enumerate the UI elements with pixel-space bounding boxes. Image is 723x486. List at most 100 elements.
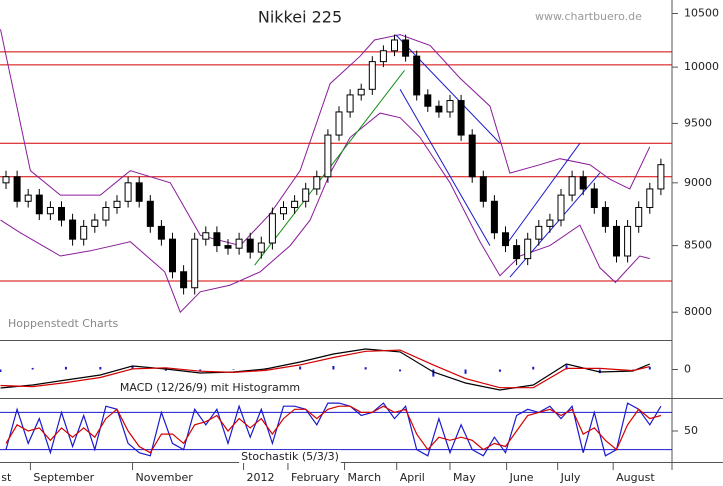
panel-title: Stochastik (5/3/3) xyxy=(241,450,339,463)
candle-body xyxy=(302,188,310,202)
trend-line xyxy=(505,142,581,246)
y-tick-label: 8500 xyxy=(684,239,712,252)
bollinger-band xyxy=(0,29,651,247)
trend-line xyxy=(399,89,491,246)
candle-body xyxy=(135,182,143,202)
candle-body xyxy=(46,207,54,215)
histogram-bar xyxy=(131,366,134,370)
histogram-bar xyxy=(232,369,235,370)
candle-body xyxy=(180,271,188,289)
candle-body xyxy=(257,242,265,253)
histogram-bar xyxy=(598,369,601,374)
histogram-bar xyxy=(648,366,651,370)
x-tick-label: st xyxy=(1,471,12,484)
candle-body xyxy=(557,194,565,221)
candle-body xyxy=(535,225,543,240)
candle-body xyxy=(224,245,232,249)
candle-body xyxy=(513,245,521,260)
histogram-bar xyxy=(399,369,402,372)
trend-line xyxy=(395,34,501,144)
y-tick-label: 10500 xyxy=(684,7,719,20)
histogram-bar xyxy=(299,366,302,370)
candle-body xyxy=(590,188,598,209)
candle-body xyxy=(191,238,199,289)
candle-body xyxy=(546,219,554,227)
x-tick-label: March xyxy=(348,471,382,484)
plot: 8000 8500 9000 9500 10000 10500 0 50 xyxy=(0,7,719,457)
candle-body xyxy=(324,134,332,178)
macd-line xyxy=(0,349,650,389)
histogram-bar xyxy=(432,369,435,377)
candle-body xyxy=(568,176,576,196)
histogram-bar xyxy=(99,366,102,370)
histogram-bar xyxy=(532,366,535,370)
candle-body xyxy=(80,225,88,240)
candle-body xyxy=(313,176,321,190)
bollinger-band xyxy=(0,112,650,314)
candle-body xyxy=(479,176,487,202)
candle-body xyxy=(146,200,154,227)
y-tick-label: 9500 xyxy=(684,116,712,129)
candle-body xyxy=(402,39,410,57)
candle-body xyxy=(346,94,354,113)
candle-body xyxy=(457,100,465,136)
candle-body xyxy=(357,88,365,96)
candle-body xyxy=(446,100,454,113)
candle-body xyxy=(391,39,398,52)
candle-body xyxy=(291,200,299,209)
x-tick-label: July xyxy=(560,471,581,484)
histogram-bar xyxy=(0,369,2,373)
y-tick-label: 10000 xyxy=(684,60,719,73)
candle-body xyxy=(280,207,287,215)
candle-body xyxy=(13,176,21,202)
candle-body xyxy=(579,176,587,190)
stochastic-line xyxy=(5,402,662,457)
candle-body xyxy=(624,225,632,257)
x-tick-label: February xyxy=(291,471,340,484)
y-tick-label: 0 xyxy=(684,363,691,376)
x-tick-label: April xyxy=(400,471,425,484)
histogram-bar xyxy=(31,367,34,370)
candle-body xyxy=(368,61,376,90)
y-tick-label: 8000 xyxy=(684,305,712,318)
histogram-bar xyxy=(64,366,67,370)
y-tick-label: 9000 xyxy=(684,176,712,189)
panel-title: MACD (12/26/9) mit Histogramm xyxy=(120,381,300,394)
candle-body xyxy=(435,105,443,113)
candle-body xyxy=(58,207,65,221)
candle-body xyxy=(24,194,32,202)
macd-line xyxy=(0,348,651,391)
x-tick-label: 2012 xyxy=(247,471,275,484)
stochastic-line xyxy=(5,405,662,454)
credit-note: Hoppenstedt Charts xyxy=(8,317,119,330)
chart-title: Nikkei 225 xyxy=(258,8,342,27)
panel-title-background xyxy=(239,450,341,463)
candle-body xyxy=(635,207,643,227)
histogram-bar xyxy=(632,369,635,370)
candle-body xyxy=(246,238,254,253)
histogram-bar xyxy=(332,365,335,370)
x-tick-label: August xyxy=(616,471,655,484)
trend-line xyxy=(509,172,601,278)
histogram-bar xyxy=(164,369,167,371)
candle-body xyxy=(169,238,176,273)
candle-body xyxy=(102,207,110,221)
candle-body xyxy=(213,232,221,247)
histogram-bar xyxy=(464,369,467,374)
candle-body xyxy=(235,238,243,249)
source-note: www.chartbuero.de xyxy=(535,10,642,23)
x-tick-label: May xyxy=(453,471,476,484)
candle-body xyxy=(413,55,421,96)
candle-body xyxy=(657,164,665,190)
candle-body xyxy=(646,188,654,209)
candle-body xyxy=(524,238,532,260)
histogram-bar xyxy=(364,367,367,370)
candle-body xyxy=(502,232,509,247)
candle-body xyxy=(124,182,132,202)
candle-body xyxy=(468,134,476,178)
candle-body xyxy=(157,225,165,240)
candle-body xyxy=(601,207,609,227)
candle-body xyxy=(335,111,343,136)
